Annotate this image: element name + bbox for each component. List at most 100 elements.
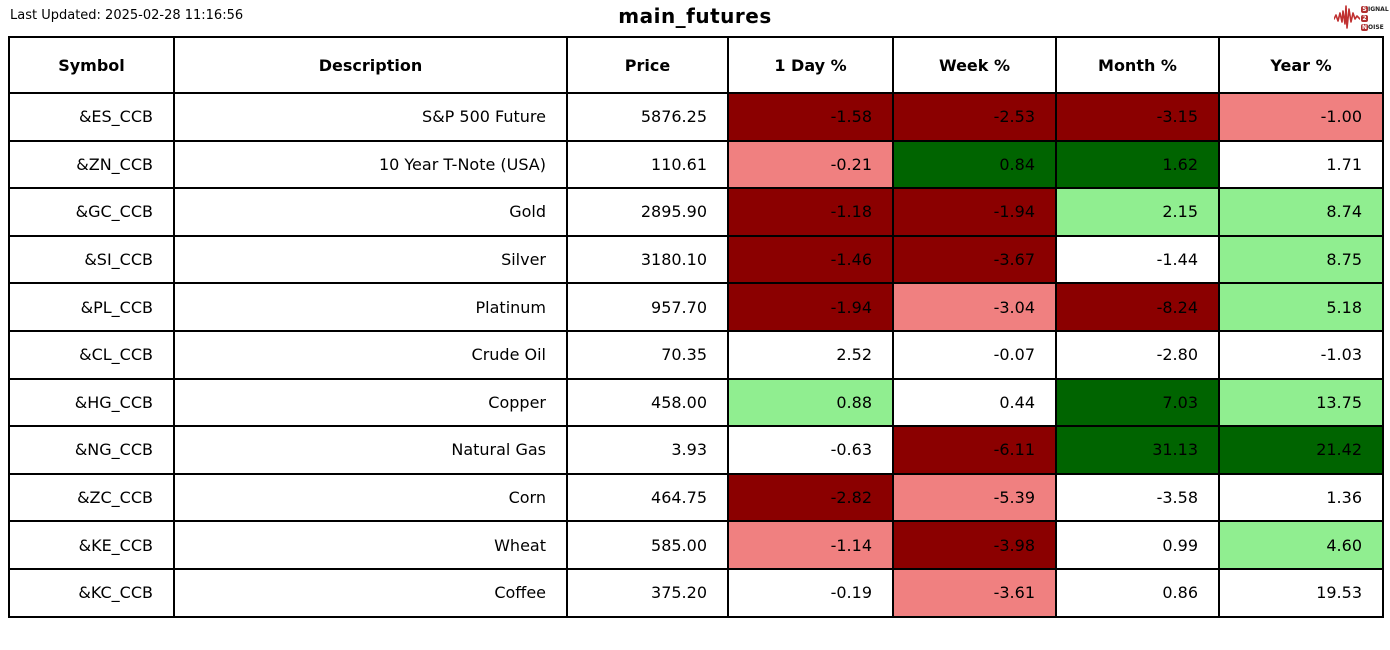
week-pct-cell: -6.11 <box>892 425 1057 475</box>
price-cell: 2895.90 <box>566 187 729 237</box>
year-pct-cell: 19.53 <box>1218 567 1384 618</box>
logo-text-ignal: IGNAL <box>1368 5 1389 13</box>
price-cell: 5876.25 <box>566 92 729 142</box>
futures-table: Symbol Description Price 1 Day % Week % … <box>8 36 1384 618</box>
table-row-gc: &GC_CCB Gold 2895.90 -1.18 -1.94 2.15 8.… <box>8 187 1384 237</box>
month-pct-cell: -1.44 <box>1055 234 1220 285</box>
col-header-month-pct: Month % <box>1055 36 1220 94</box>
week-pct-cell: -3.04 <box>892 282 1057 332</box>
col-header-description: Description <box>173 36 568 94</box>
table-row-ng: &NG_CCB Natural Gas 3.93 -0.63 -6.11 31.… <box>8 425 1384 475</box>
waveform-icon <box>1333 2 1361 34</box>
symbol-cell: &ES_CCB <box>8 92 175 142</box>
year-pct-cell: 4.60 <box>1218 520 1384 570</box>
week-pct-cell: -1.94 <box>892 187 1057 237</box>
col-header-week-pct: Week % <box>892 36 1057 94</box>
symbol-cell: &KE_CCB <box>8 520 175 570</box>
month-pct-cell: 1.62 <box>1055 139 1220 190</box>
day-pct-cell: 0.88 <box>727 377 894 428</box>
week-pct-cell: -3.98 <box>892 520 1057 570</box>
day-pct-cell: -0.63 <box>727 425 894 475</box>
month-pct-cell: 0.99 <box>1055 520 1220 570</box>
symbol-cell: &PL_CCB <box>8 282 175 332</box>
description-cell: Copper <box>173 377 568 428</box>
symbol-cell: &SI_CCB <box>8 234 175 285</box>
table-row-cl: &CL_CCB Crude Oil 70.35 2.52 -0.07 -2.80… <box>8 329 1384 380</box>
description-cell: Natural Gas <box>173 425 568 475</box>
month-pct-cell: -8.24 <box>1055 282 1220 332</box>
price-cell: 464.75 <box>566 472 729 523</box>
day-pct-cell: -1.94 <box>727 282 894 332</box>
year-pct-cell: 13.75 <box>1218 377 1384 428</box>
logo-chip-s: S <box>1361 5 1368 13</box>
signal2noise-logo: S IGNAL 2 N OISE <box>1333 2 1389 34</box>
page-title: main_futures <box>618 4 772 28</box>
month-pct-cell: 7.03 <box>1055 377 1220 428</box>
month-pct-cell: 0.86 <box>1055 567 1220 618</box>
week-pct-cell: -3.67 <box>892 234 1057 285</box>
description-cell: Gold <box>173 187 568 237</box>
week-pct-cell: 0.44 <box>892 377 1057 428</box>
price-cell: 70.35 <box>566 329 729 380</box>
week-pct-cell: -0.07 <box>892 329 1057 380</box>
col-header-year-pct: Year % <box>1218 36 1384 94</box>
logo-wordmark: S IGNAL 2 N OISE <box>1361 5 1389 31</box>
price-cell: 458.00 <box>566 377 729 428</box>
day-pct-cell: -1.14 <box>727 520 894 570</box>
table-row-si: &SI_CCB Silver 3180.10 -1.46 -3.67 -1.44… <box>8 234 1384 285</box>
symbol-cell: &ZC_CCB <box>8 472 175 523</box>
year-pct-cell: 21.42 <box>1218 425 1384 475</box>
year-pct-cell: -1.00 <box>1218 92 1384 142</box>
col-header-1day-pct: 1 Day % <box>727 36 894 94</box>
month-pct-cell: -3.58 <box>1055 472 1220 523</box>
logo-chip-2: 2 <box>1361 14 1368 22</box>
year-pct-cell: 5.18 <box>1218 282 1384 332</box>
description-cell: 10 Year T-Note (USA) <box>173 139 568 190</box>
description-cell: Corn <box>173 472 568 523</box>
month-pct-cell: 31.13 <box>1055 425 1220 475</box>
logo-text-oise: OISE <box>1368 23 1384 31</box>
year-pct-cell: -1.03 <box>1218 329 1384 380</box>
price-cell: 957.70 <box>566 282 729 332</box>
week-pct-cell: -5.39 <box>892 472 1057 523</box>
month-pct-cell: -2.80 <box>1055 329 1220 380</box>
day-pct-cell: -1.18 <box>727 187 894 237</box>
table-row-ke: &KE_CCB Wheat 585.00 -1.14 -3.98 0.99 4.… <box>8 520 1384 570</box>
price-cell: 585.00 <box>566 520 729 570</box>
month-pct-cell: 2.15 <box>1055 187 1220 237</box>
day-pct-cell: -2.82 <box>727 472 894 523</box>
table-row-hg: &HG_CCB Copper 458.00 0.88 0.44 7.03 13.… <box>8 377 1384 428</box>
price-cell: 110.61 <box>566 139 729 190</box>
year-pct-cell: 1.71 <box>1218 139 1384 190</box>
description-cell: Crude Oil <box>173 329 568 380</box>
description-cell: Platinum <box>173 282 568 332</box>
header-row: Symbol Description Price 1 Day % Week % … <box>8 36 1384 94</box>
week-pct-cell: 0.84 <box>892 139 1057 190</box>
description-cell: S&P 500 Future <box>173 92 568 142</box>
week-pct-cell: -2.53 <box>892 92 1057 142</box>
description-cell: Coffee <box>173 567 568 618</box>
symbol-cell: &GC_CCB <box>8 187 175 237</box>
col-header-price: Price <box>566 36 729 94</box>
logo-chip-n: N <box>1361 23 1368 31</box>
symbol-cell: &ZN_CCB <box>8 139 175 190</box>
futures-table-header: Symbol Description Price 1 Day % Week % … <box>8 36 1384 94</box>
price-cell: 375.20 <box>566 567 729 618</box>
week-pct-cell: -3.61 <box>892 567 1057 618</box>
description-cell: Silver <box>173 234 568 285</box>
table-row-zn: &ZN_CCB 10 Year T-Note (USA) 110.61 -0.2… <box>8 139 1384 190</box>
year-pct-cell: 8.75 <box>1218 234 1384 285</box>
price-cell: 3.93 <box>566 425 729 475</box>
table-row-es: &ES_CCB S&P 500 Future 5876.25 -1.58 -2.… <box>8 92 1384 142</box>
day-pct-cell: 2.52 <box>727 329 894 380</box>
symbol-cell: &KC_CCB <box>8 567 175 618</box>
symbol-cell: &HG_CCB <box>8 377 175 428</box>
day-pct-cell: -0.21 <box>727 139 894 190</box>
futures-table-body: &ES_CCB S&P 500 Future 5876.25 -1.58 -2.… <box>8 92 1384 618</box>
symbol-cell: &NG_CCB <box>8 425 175 475</box>
day-pct-cell: -1.46 <box>727 234 894 285</box>
month-pct-cell: -3.15 <box>1055 92 1220 142</box>
day-pct-cell: -0.19 <box>727 567 894 618</box>
last-updated-timestamp: Last Updated: 2025-02-28 11:16:56 <box>10 8 244 23</box>
day-pct-cell: -1.58 <box>727 92 894 142</box>
